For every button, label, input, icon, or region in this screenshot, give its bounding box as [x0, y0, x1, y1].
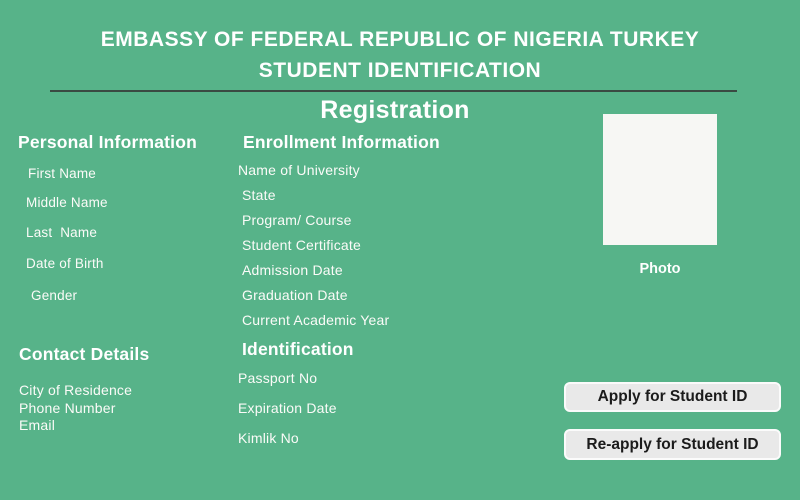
page-title: Registration	[320, 96, 470, 124]
field-middle-name: Middle Name	[26, 195, 108, 210]
field-email: Email	[19, 417, 56, 433]
contact-details-title: Contact Details	[19, 344, 150, 364]
field-last-name: Last Name	[26, 225, 98, 240]
field-name-of-university: Name of University	[238, 162, 360, 178]
field-state: State	[242, 187, 276, 203]
apply-student-id-button[interactable]: Apply for Student ID	[564, 382, 781, 412]
header-divider	[50, 90, 737, 92]
field-kimlik-no: Kimlik No	[238, 430, 299, 446]
field-graduation-date: Graduation Date	[242, 287, 348, 303]
field-city-of-residence: City of Residence	[19, 382, 133, 398]
page-header: EMBASSY OF FEDERAL REPUBLIC OF NIGERIA T…	[0, 24, 800, 86]
reapply-student-id-button[interactable]: Re-apply for Student ID	[564, 429, 781, 460]
personal-information-title: Personal Information	[18, 132, 198, 152]
enrollment-information-title: Enrollment Information	[243, 132, 440, 152]
field-program-course: Program/ Course	[242, 212, 352, 228]
field-phone-number: Phone Number	[19, 400, 116, 416]
field-expiration-date: Expiration Date	[238, 400, 337, 416]
field-first-name: First Name	[28, 166, 97, 181]
header-line1: EMBASSY OF FEDERAL REPUBLIC OF NIGERIA T…	[100, 28, 700, 51]
field-student-certificate: Student Certificate	[242, 237, 361, 253]
field-date-of-birth: Date of Birth	[26, 256, 104, 271]
field-current-academic-year: Current Academic Year	[242, 312, 390, 328]
photo-placeholder	[603, 114, 717, 245]
header-line2: STUDENT IDENTIFICATION	[258, 59, 542, 82]
photo-label: Photo	[639, 261, 681, 277]
field-gender: Gender	[31, 288, 78, 303]
identification-title: Identification	[242, 339, 354, 359]
field-admission-date: Admission Date	[242, 262, 343, 278]
field-passport-no: Passport No	[238, 370, 318, 386]
